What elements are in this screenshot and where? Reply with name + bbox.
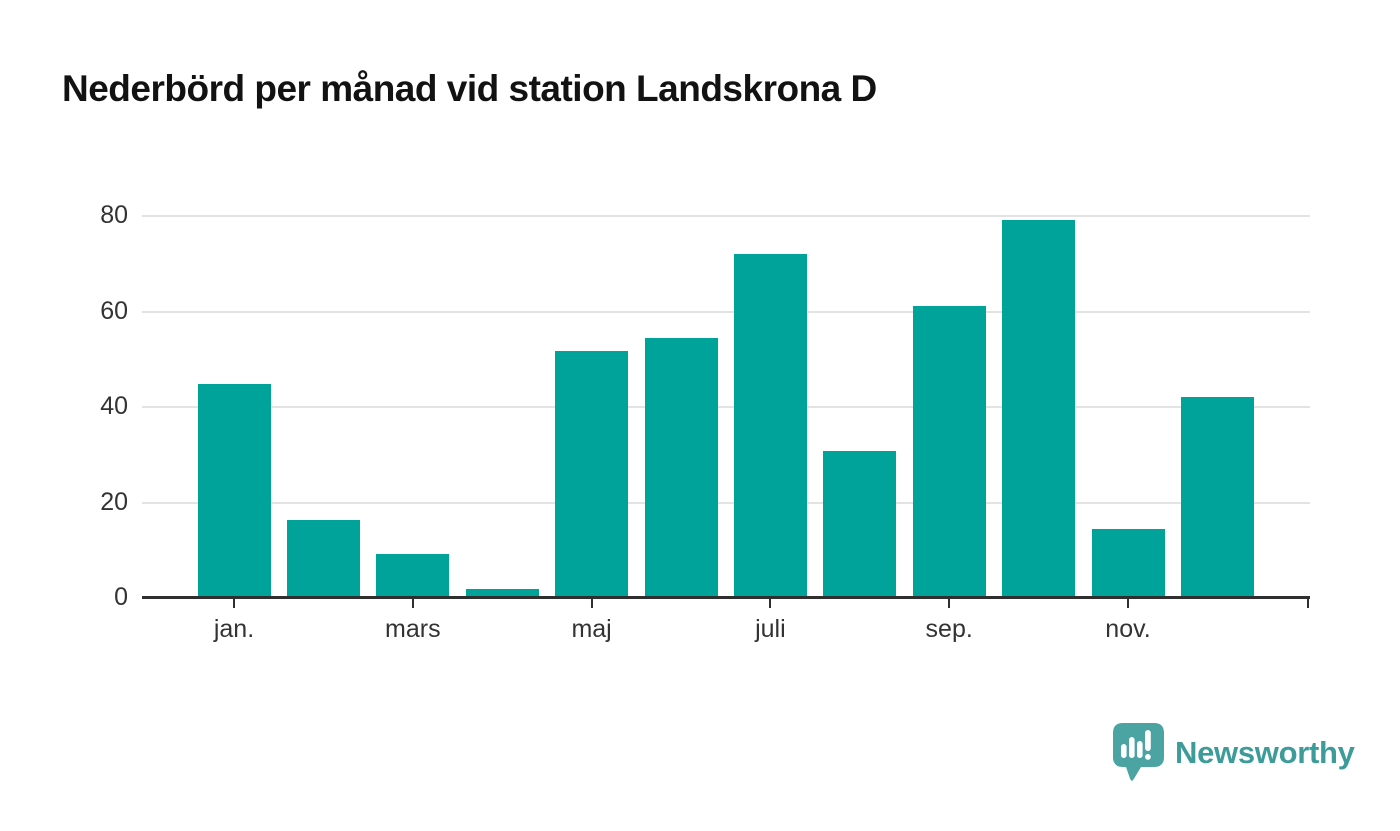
bar-5-maj	[555, 351, 629, 598]
newsworthy-logo: Newsworthy	[1112, 723, 1355, 782]
x-axis-label-mars: mars	[385, 615, 441, 643]
bar-3-mars	[376, 554, 450, 598]
y-axis-label-60: 60	[100, 296, 128, 325]
x-axis-label-maj: maj	[571, 615, 612, 643]
x-axis-label-nov: nov.	[1105, 615, 1151, 643]
y-axis-label-80: 80	[100, 201, 128, 229]
x-axis-end-tick	[1307, 598, 1309, 608]
bar-10	[1002, 220, 1076, 598]
x-axis-tick-sep	[948, 598, 951, 608]
x-axis-tick-juli	[769, 598, 772, 608]
x-axis-tick-nov	[1127, 598, 1129, 608]
bar-8	[823, 451, 897, 598]
y-axis-label-20: 20	[100, 487, 128, 516]
x-axis-tick-jan	[233, 598, 235, 608]
gridline-40	[142, 406, 1310, 408]
y-axis-label-0: 0	[114, 583, 128, 611]
x-axis-label-juli: juli	[755, 615, 786, 643]
bar-2	[286, 519, 360, 598]
bar-4	[465, 589, 539, 598]
x-axis-label-sep: sep.	[925, 615, 973, 643]
newsworthy-logo-text: Newsworthy	[1175, 734, 1355, 770]
plot-area	[142, 190, 1310, 608]
gridline-60	[142, 310, 1310, 313]
chart-title: Nederbörd per månad vid station Landskro…	[62, 68, 877, 109]
bar-6	[644, 337, 718, 598]
x-axis-tick-maj	[590, 598, 593, 608]
bar-11-nov	[1091, 528, 1165, 598]
gridline-80	[142, 215, 1310, 217]
newsworthy-bar-chart-pin-icon	[1113, 723, 1164, 781]
x-axis-label-jan: jan.	[213, 615, 255, 643]
gridline-20	[142, 501, 1310, 504]
bar-7-juli	[733, 253, 807, 598]
y-axis-label-40: 40	[100, 392, 128, 420]
bar-12	[1180, 396, 1254, 598]
bar-1-jan	[197, 384, 271, 598]
x-axis-line	[142, 596, 1310, 599]
bar-9-sep	[912, 306, 986, 598]
x-axis-tick-mars	[411, 598, 414, 608]
